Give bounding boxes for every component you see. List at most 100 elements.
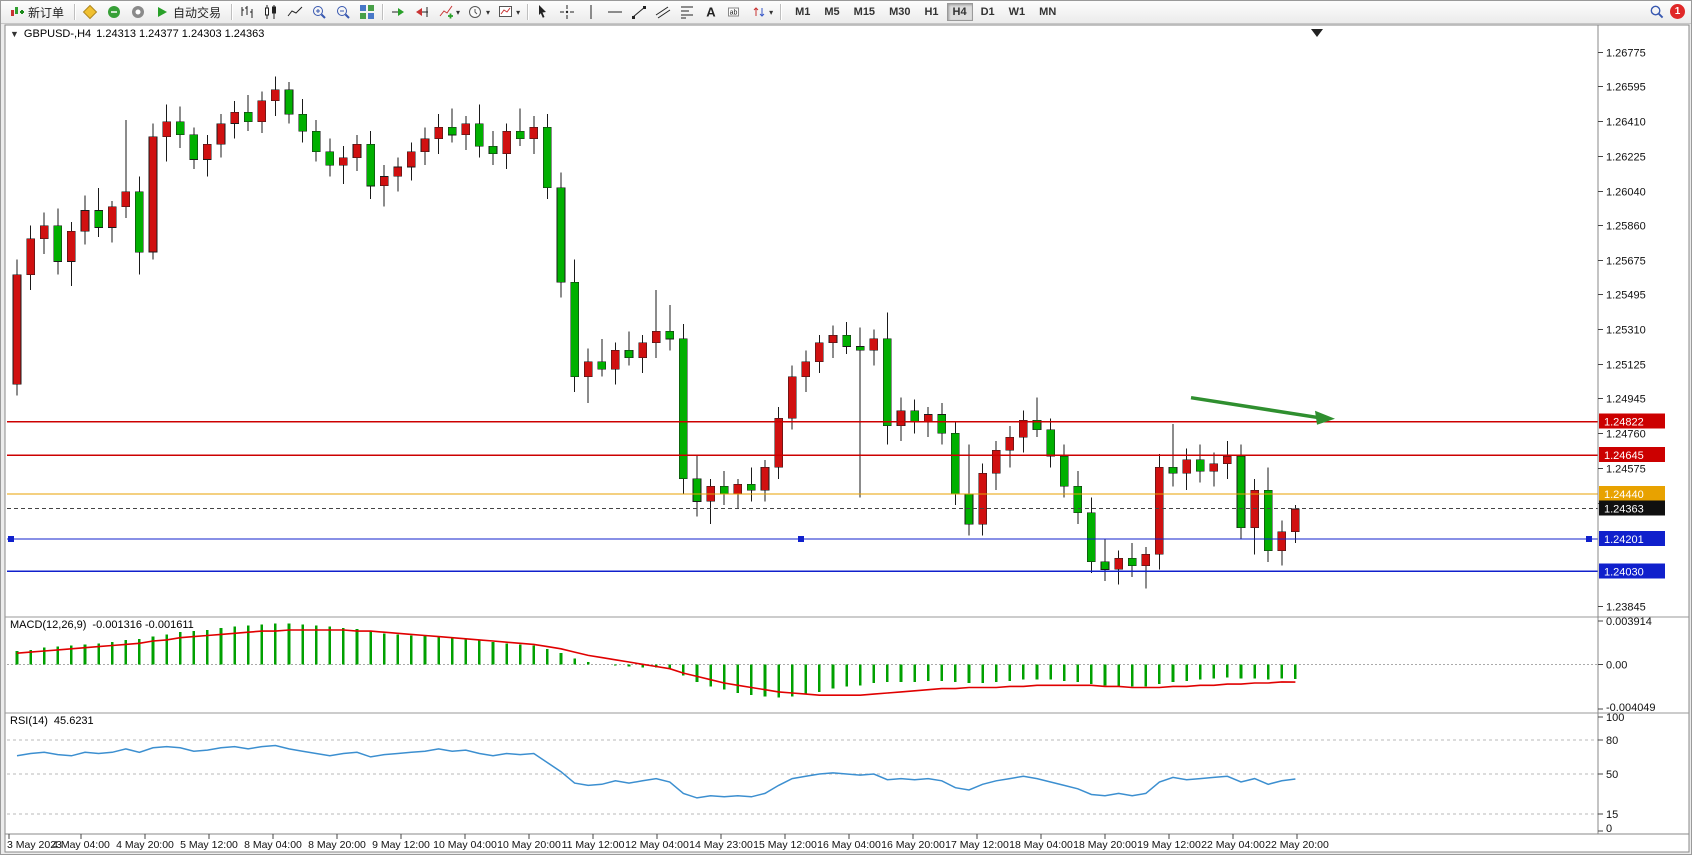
price-axis-label: 1.26225 — [1606, 152, 1646, 164]
time-axis-label: 16 May 20:00 — [881, 839, 945, 851]
bear-candle — [543, 127, 552, 189]
main-toolbar: 新订单 自动交易 — [1, 1, 1691, 24]
time-axis-label: 3 May 2023 — [7, 839, 62, 851]
signals-button[interactable] — [126, 2, 150, 22]
fibonacci-tool-button[interactable] — [675, 2, 699, 22]
arrows-tool-button[interactable]: ▾ — [747, 2, 777, 22]
timeframe-button-MN[interactable]: MN — [1033, 3, 1062, 21]
timeframe-toolbar: M1 M5 M15 M30 H1 H4 D1 W1 MN — [788, 3, 1063, 21]
autotrading-label: 自动交易 — [173, 5, 222, 20]
bull-candle — [828, 334, 838, 344]
bear-candle — [1059, 455, 1069, 487]
timeframe-button-H1[interactable]: H1 — [918, 3, 944, 21]
trend-arrow-annotation[interactable] — [1190, 395, 1320, 420]
periods-button[interactable]: ▾ — [464, 2, 494, 22]
line-chart-mode-button[interactable] — [283, 2, 307, 22]
timeframe-button-M15[interactable]: M15 — [848, 3, 881, 21]
bear-candle — [189, 134, 199, 160]
channel-tool-button[interactable] — [651, 2, 675, 22]
bull-candle — [216, 123, 226, 145]
bull-candle — [1019, 419, 1028, 438]
new-order-button[interactable]: 新订单 — [5, 2, 71, 22]
macd-signal-line — [16, 629, 1296, 697]
line-selection-handle[interactable] — [798, 536, 804, 542]
tile-windows-button[interactable] — [355, 2, 379, 22]
trendline-tool-button[interactable] — [627, 2, 651, 22]
indicators-button[interactable]: ▾ — [434, 2, 464, 22]
timeframe-button-M30[interactable]: M30 — [883, 3, 916, 21]
hline-price-box-label: 1.24822 — [1604, 417, 1644, 429]
timeframe-button-M1[interactable]: M1 — [789, 3, 816, 21]
line-selection-handle[interactable] — [8, 536, 14, 542]
timeframe-button-M5[interactable]: M5 — [818, 3, 845, 21]
crosshair-tool-button[interactable] — [555, 2, 579, 22]
autotrading-button[interactable]: 自动交易 — [150, 2, 228, 22]
search-icon[interactable] — [1649, 4, 1664, 19]
metaeditor-button[interactable] — [78, 2, 102, 22]
bull-candle — [271, 89, 280, 102]
bear-candle — [447, 127, 457, 136]
time-axis-label: 16 May 04:00 — [817, 839, 881, 851]
rsi-value: 45.6231 — [53, 715, 94, 727]
chart-shift-button[interactable] — [410, 2, 434, 22]
chart-ohlc-values: 1.24313 1.24377 1.24303 1.24363 — [96, 28, 265, 40]
bear-candle — [94, 210, 103, 228]
notification-badge[interactable]: 1 — [1670, 4, 1685, 19]
bear-candle — [1127, 557, 1137, 566]
market-button[interactable] — [102, 2, 126, 22]
timeframe-button-D1[interactable]: D1 — [975, 3, 1001, 21]
time-axis-label: 10 May 04:00 — [433, 839, 497, 851]
chart-shift-marker-icon[interactable] — [1311, 29, 1323, 37]
new-order-label: 新订单 — [28, 5, 65, 20]
bull-candle — [801, 361, 811, 378]
zoom-out-button[interactable] — [331, 2, 355, 22]
text-icon: A — [706, 5, 716, 20]
macd-axis-label: -0.004049 — [1606, 702, 1656, 714]
time-axis-label: 15 May 12:00 — [753, 839, 817, 851]
line-selection-handle[interactable] — [1586, 536, 1592, 542]
bar-chart-mode-button[interactable] — [235, 2, 259, 22]
bull-candle — [1005, 436, 1015, 451]
bear-candle — [475, 123, 484, 147]
zoom-out-icon — [337, 6, 350, 19]
bear-candle — [488, 145, 498, 155]
horizontal-line-tool-button[interactable] — [603, 2, 627, 22]
zoom-in-icon — [313, 6, 326, 19]
cursor-icon — [539, 5, 547, 18]
time-axis-label: 22 May 04:00 — [1201, 839, 1265, 851]
bear-candle — [1236, 455, 1246, 529]
time-axis-label: 22 May 20:00 — [1265, 839, 1329, 851]
rsi-indicator-label: RSI(14) 45.6231 — [10, 715, 100, 727]
timeframe-button-H4[interactable]: H4 — [946, 3, 973, 21]
bull-candle — [434, 127, 443, 140]
bull-candle — [1277, 531, 1287, 551]
text-tool-button[interactable]: A — [699, 2, 723, 22]
price-axis-label: 1.26040 — [1606, 187, 1646, 199]
candlestick-mode-button[interactable] — [259, 2, 283, 22]
bear-candle — [855, 346, 865, 351]
collapse-caret-icon[interactable]: ▼ — [10, 29, 19, 39]
chart-symbol-timeframe: GBPUSD-,H4 — [23, 28, 92, 40]
dropdown-caret-icon: ▾ — [769, 7, 774, 17]
vertical-line-tool-button[interactable] — [579, 2, 603, 22]
bull-candle — [162, 121, 171, 138]
hline-price-box-label: 1.24440 — [1604, 489, 1644, 501]
price-axis-label: 1.25675 — [1606, 256, 1646, 268]
price-axis-label: 1.24575 — [1606, 463, 1646, 475]
cursor-tool-button[interactable] — [531, 2, 555, 22]
notification-count: 1 — [1674, 6, 1681, 17]
auto-scroll-button[interactable] — [386, 2, 410, 22]
bear-candle — [624, 349, 634, 359]
bull-candle — [502, 130, 511, 155]
timeframe-button-W1[interactable]: W1 — [1003, 3, 1032, 21]
bull-candle — [12, 274, 22, 385]
label-tool-button[interactable]: ab — [723, 2, 747, 22]
toolbar-separator — [527, 4, 529, 20]
templates-button[interactable]: ▾ — [494, 2, 524, 22]
line-chart-icon — [287, 6, 303, 17]
zoom-in-button[interactable] — [307, 2, 331, 22]
template-icon — [499, 6, 513, 17]
time-axis-label: 12 May 04:00 — [625, 839, 689, 851]
bull-candle — [121, 191, 131, 208]
